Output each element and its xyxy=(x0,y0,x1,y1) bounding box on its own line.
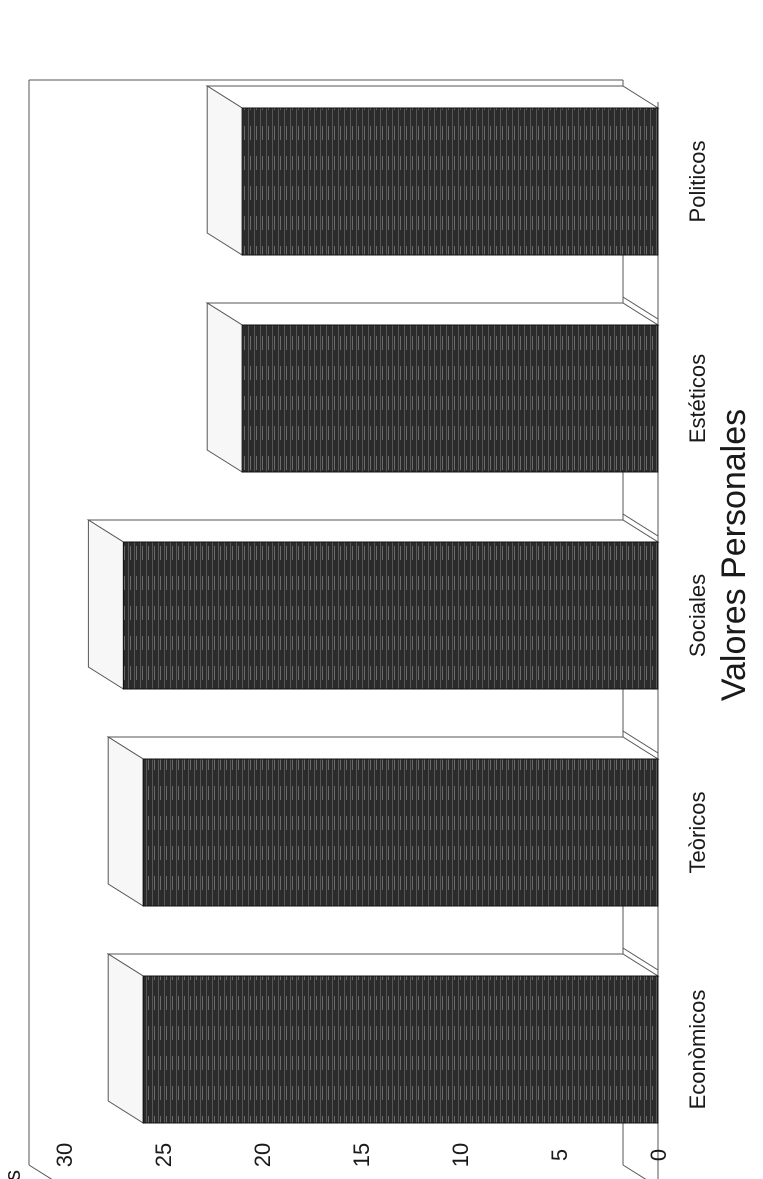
bar-depth-end-face xyxy=(87,519,124,690)
bar-front-face xyxy=(241,324,659,473)
y-tick-label: 15 xyxy=(349,1143,374,1167)
category-divider xyxy=(622,730,659,754)
bar-1 xyxy=(205,302,660,473)
bar-depth-top-face xyxy=(205,302,660,326)
tick-labels-group: 0 5 10 15 20 25 30 xyxy=(52,1143,671,1167)
bar-depth-end-face xyxy=(206,85,243,256)
bar-depth-top-face xyxy=(106,953,660,977)
bar-3 xyxy=(106,736,660,907)
category-label: Estéticos xyxy=(685,354,710,443)
x-axis-title: Valores Personales xyxy=(715,409,753,701)
y-tick-label: 0 xyxy=(646,1149,671,1161)
bars-group xyxy=(86,85,660,1124)
floor-corner-edge xyxy=(622,1164,647,1179)
category-divider xyxy=(622,296,659,320)
category-label: Politicos xyxy=(685,141,710,223)
bar-front-face xyxy=(142,758,659,907)
bar-depth-end-face xyxy=(107,736,144,907)
bar-2 xyxy=(86,519,660,690)
bar-depth-top-face xyxy=(205,85,660,109)
y-tick-label: 30 xyxy=(52,1143,77,1167)
category-labels-group: Politicos Estéticos Sociales Teòricos Econòm… xyxy=(685,141,710,1110)
y-tick-label: 5 xyxy=(547,1149,572,1161)
bar-front-face xyxy=(142,975,659,1124)
bar-front-face xyxy=(241,107,659,256)
bar-4 xyxy=(106,953,660,1124)
y-axis-unit-label: puntos xyxy=(0,1170,25,1179)
bar-depth-top-face xyxy=(106,736,660,760)
category-divider xyxy=(622,947,659,971)
bar-depth-end-face xyxy=(206,302,243,473)
y-tick-label: 10 xyxy=(448,1143,473,1167)
y-tick-label: 25 xyxy=(151,1143,176,1167)
category-label: Sociales xyxy=(685,574,710,657)
bar-depth-top-face xyxy=(86,519,660,543)
category-label: Teòricos xyxy=(685,792,710,874)
category-divider xyxy=(622,513,659,537)
bar-0 xyxy=(205,85,660,256)
bar-front-face xyxy=(122,541,659,690)
value-axis-top-corner xyxy=(28,1164,53,1179)
category-label: Econòmicos xyxy=(685,990,710,1110)
bar-depth-end-face xyxy=(107,953,144,1124)
y-tick-label: 20 xyxy=(250,1143,275,1167)
